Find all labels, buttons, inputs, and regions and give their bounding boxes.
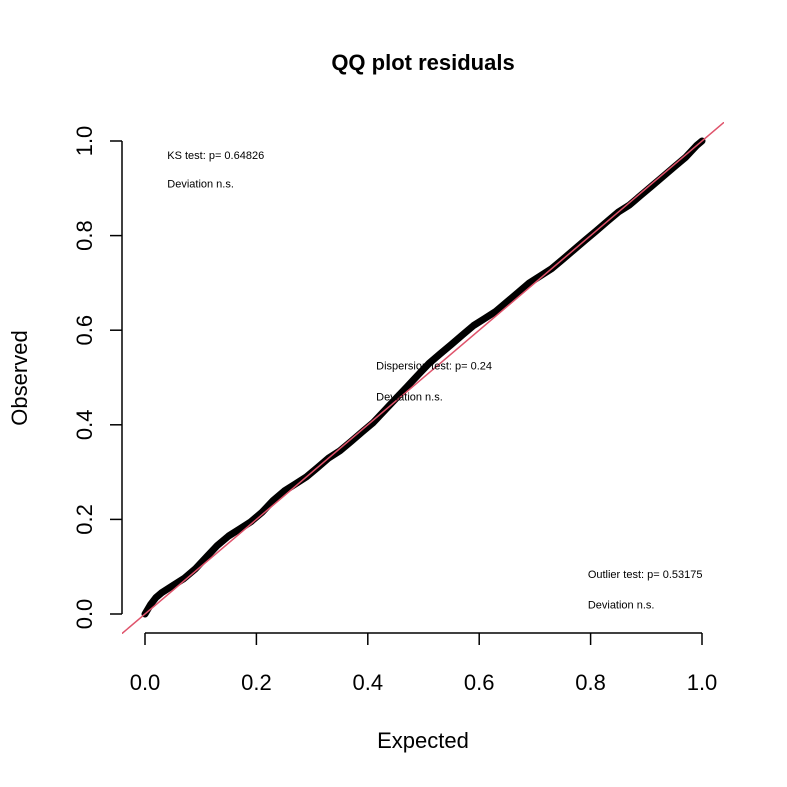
x-tick-label: 0.0 [130, 670, 161, 695]
dispersion-annotation-line-1: Dispersion test: p= 0.24 [376, 361, 492, 373]
qq-point [170, 583, 176, 589]
qq-point [460, 332, 465, 338]
x-tick-label: 1.0 [687, 670, 718, 695]
x-axis: 0.0 0.2 0.4 0.6 0.8 1.0 [130, 632, 718, 695]
qq-point [270, 498, 276, 503]
qq-point [153, 594, 159, 600]
x-tick-label: 0.4 [353, 670, 384, 695]
y-axis-label: Observed [7, 330, 32, 425]
qq-point [148, 602, 154, 607]
x-tick-label: 0.6 [464, 670, 495, 695]
qq-point [226, 533, 232, 539]
qq-point [504, 299, 510, 305]
ks-annotation-line-2: Deviation n.s. [167, 179, 234, 191]
y-tick-label: 0.4 [72, 410, 97, 441]
qq-point [214, 542, 220, 548]
reference-line-group [122, 122, 724, 634]
y-tick-label: 0.2 [72, 504, 97, 535]
outlier-annotation-line-1: Outlier test: p= 0.53175 [588, 569, 703, 581]
ks-annotation-line-1: KS test: p= 0.64826 [167, 150, 264, 162]
chart-title: QQ plot residuals [331, 50, 514, 75]
qq-point [482, 315, 488, 321]
qq-point [426, 360, 432, 366]
qq-point [493, 308, 499, 314]
qq-point [526, 280, 532, 286]
x-tick-label: 0.8 [575, 670, 606, 695]
y-tick-label: 0.8 [72, 220, 97, 251]
qq-point [237, 526, 243, 532]
qq-point [159, 590, 165, 596]
x-axis-label: Expected [377, 728, 469, 753]
y-tick-label: 1.0 [72, 126, 97, 157]
qq-point [437, 351, 443, 357]
qq-point [448, 341, 454, 347]
reference-line [122, 122, 724, 634]
dispersion-annotation-line-2: Deviation n.s. [376, 391, 443, 403]
y-tick-label: 0.0 [72, 599, 97, 630]
qq-point [515, 289, 521, 295]
x-tick-label: 0.2 [241, 670, 272, 695]
qq-point [203, 554, 209, 560]
test-annotations: KS test: p= 0.64826 Deviation n.s. Dispers… [167, 150, 702, 611]
qq-point [471, 323, 477, 328]
y-tick-label: 0.6 [72, 315, 97, 346]
y-axis: 0.0 0.2 0.4 0.6 0.8 1.0 [72, 126, 123, 630]
outlier-annotation-line-2: Deviation n.s. [588, 600, 655, 612]
qq-point [281, 488, 287, 494]
qq-point [404, 384, 410, 390]
qq-point [415, 372, 421, 378]
